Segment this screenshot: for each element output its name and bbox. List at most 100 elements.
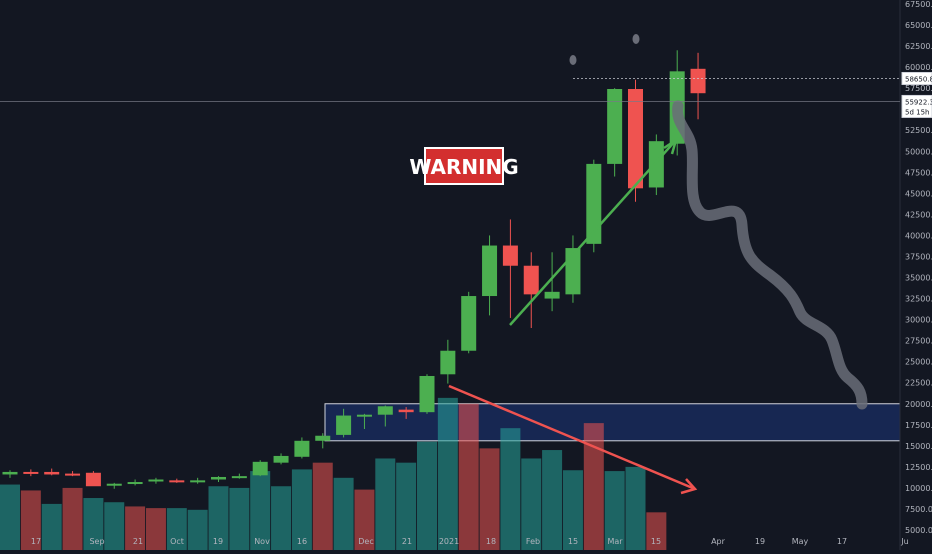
- price-label-box: [901, 71, 932, 85]
- price-tick-label: 22500.00: [905, 379, 932, 388]
- candle-body: [356, 414, 372, 417]
- volume-bar: [500, 428, 521, 550]
- candle-body: [169, 480, 185, 483]
- price-label-box: [901, 94, 932, 118]
- volume-downtrend-line[interactable]: [448, 384, 696, 491]
- volume-bar: [83, 498, 104, 550]
- price-tick-label: 25000.00: [905, 358, 932, 367]
- candle-body: [315, 435, 331, 441]
- price-tick-label: 37500.00: [905, 252, 932, 261]
- volume-bar: [145, 508, 166, 550]
- time-tick-label: Dec: [358, 537, 373, 546]
- time-tick-label: 17: [31, 537, 41, 546]
- price-tick-label: 17500.00: [905, 421, 932, 430]
- volume-layer: [0, 397, 667, 550]
- warning-annotation[interactable]: WARNING: [409, 147, 519, 185]
- candle-body: [190, 480, 206, 483]
- volume-bar: [20, 490, 41, 550]
- volume-bar: [646, 512, 667, 550]
- time-tick-label: Apr: [711, 537, 726, 546]
- price-axis[interactable]: 67500.00 65000.00 62500.00 60000.00 57500.00…: [899, 0, 932, 550]
- volume-bar: [291, 469, 312, 550]
- price-label-value: 55922.32: [905, 98, 932, 106]
- price-tick-label: 20000.00: [905, 400, 932, 409]
- price-tick-label: 65000.00: [905, 21, 932, 30]
- candle-body: [419, 375, 435, 413]
- volume-bar: [521, 458, 542, 550]
- candle-body: [586, 163, 602, 244]
- time-tick-label: 19: [213, 537, 223, 546]
- volume-downtrend-arrowhead: [680, 478, 698, 495]
- price-tick-label: 60000.00: [905, 63, 932, 72]
- volume-bar: [375, 458, 396, 550]
- time-tick-label: 18: [486, 537, 496, 546]
- price-tick-label: 35000.00: [905, 274, 932, 283]
- time-tick-label: 2021: [439, 537, 459, 546]
- candle-body: [65, 473, 81, 476]
- price-tick-label: 67500.00: [905, 0, 932, 9]
- volume-bar: [41, 503, 62, 550]
- candle-body: [85, 472, 101, 487]
- price-tick-label: 10000.00: [905, 484, 932, 493]
- volume-bar: [542, 450, 563, 550]
- time-tick-label: May: [792, 537, 809, 546]
- candle-body: [440, 350, 456, 375]
- time-tick-label: Ju: [900, 537, 908, 546]
- time-tick-label: 21: [402, 537, 412, 546]
- price-tick-label: 30000.00: [905, 316, 932, 325]
- candle-body: [148, 479, 164, 482]
- warning-label: WARNING: [409, 155, 518, 179]
- price-tick-label: 57500.00: [905, 84, 932, 93]
- volume-bar: [625, 466, 646, 550]
- time-tick-label: 17: [837, 537, 847, 546]
- price-tick-label: 52500.00: [905, 126, 932, 135]
- price-tick-label: 50000.00: [905, 147, 932, 156]
- drawing-layer: [448, 34, 868, 495]
- volume-bar: [250, 471, 271, 550]
- price-tick-label: 40000.00: [905, 231, 932, 240]
- time-tick-label: 19: [755, 537, 765, 546]
- time-tick-label: Feb: [526, 537, 540, 546]
- support-zone-layer: [324, 403, 901, 442]
- candle-body: [252, 461, 268, 476]
- support-zone-rect[interactable]: [324, 403, 901, 442]
- candle-body: [127, 482, 143, 485]
- time-tick-label: 15: [568, 537, 578, 546]
- price-tick-label: 62500.00: [905, 42, 932, 51]
- candle-body: [690, 68, 706, 94]
- candle-body: [273, 455, 289, 463]
- time-axis[interactable]: 17 Sep 21 Oct 19 Nov 16 Dec 21 2021 18 Feb 15 Mar 15 Ap…: [31, 537, 909, 546]
- candle-body: [106, 483, 122, 486]
- volume-bar: [479, 448, 500, 550]
- volume-bar: [229, 487, 250, 550]
- volume-bar: [166, 508, 187, 550]
- candle-body: [607, 89, 623, 164]
- candle-body: [44, 471, 60, 475]
- time-tick-label: 16: [297, 537, 307, 546]
- price-tick-label: 47500.00: [905, 168, 932, 177]
- projected-price-path[interactable]: [672, 100, 868, 410]
- volume-bar: [354, 489, 375, 550]
- time-tick-label: 21: [133, 537, 143, 546]
- volume-bar: [417, 441, 437, 550]
- candle-body: [231, 476, 247, 479]
- time-tick-label: Sep: [89, 537, 104, 546]
- volume-bar: [187, 509, 208, 550]
- volume-bar: [396, 462, 417, 550]
- time-tick-label: Mar: [607, 537, 623, 546]
- volume-bar: [312, 462, 333, 550]
- candle-body: [398, 409, 414, 413]
- volume-bar: [437, 397, 458, 550]
- uptrend-arrow-line[interactable]: [509, 139, 677, 326]
- candle-body: [502, 245, 518, 266]
- warning-box: [424, 147, 504, 185]
- price-tick-label: 32500.00: [905, 295, 932, 304]
- volume-bar: [604, 471, 625, 550]
- price-tick-label: 5000.00: [905, 526, 932, 535]
- candle-body: [628, 89, 643, 189]
- price-label-value: 58650.84: [905, 75, 932, 83]
- candle-body: [544, 291, 560, 299]
- price-tick-label: 7500.00: [905, 505, 932, 514]
- price-tick-label: 45000.00: [905, 189, 932, 198]
